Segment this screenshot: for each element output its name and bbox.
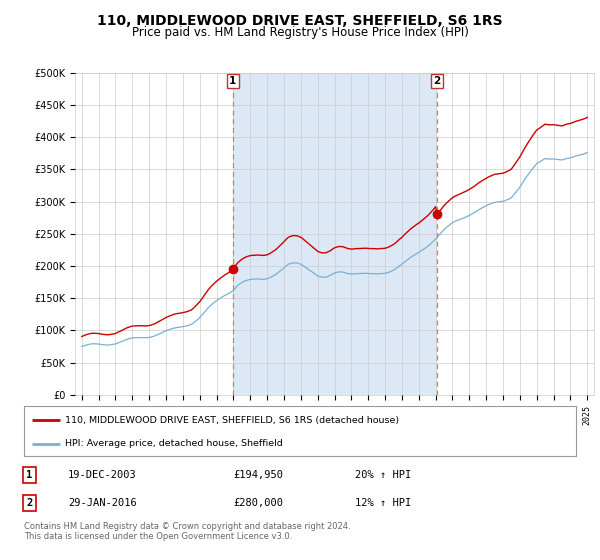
Text: £280,000: £280,000 [234,498,284,508]
Text: 29-JAN-2016: 29-JAN-2016 [68,498,137,508]
Text: 110, MIDDLEWOOD DRIVE EAST, SHEFFIELD, S6 1RS: 110, MIDDLEWOOD DRIVE EAST, SHEFFIELD, S… [97,14,503,28]
Bar [233,73,437,395]
Text: Contains HM Land Registry data © Crown copyright and database right 2024.
This d: Contains HM Land Registry data © Crown c… [24,522,350,542]
Text: 2: 2 [26,498,32,508]
Text: 2: 2 [433,76,440,86]
Text: 1: 1 [26,470,32,480]
Text: £194,950: £194,950 [234,470,284,480]
Text: HPI: Average price, detached house, Sheffield: HPI: Average price, detached house, Shef… [65,439,283,449]
Text: 110, MIDDLEWOOD DRIVE EAST, SHEFFIELD, S6 1RS (detached house): 110, MIDDLEWOOD DRIVE EAST, SHEFFIELD, S… [65,416,400,424]
Text: 20% ↑ HPI: 20% ↑ HPI [355,470,412,480]
Text: 12% ↑ HPI: 12% ↑ HPI [355,498,412,508]
Text: 19-DEC-2003: 19-DEC-2003 [68,470,137,480]
Text: Price paid vs. HM Land Registry's House Price Index (HPI): Price paid vs. HM Land Registry's House … [131,26,469,39]
Text: 1: 1 [229,76,236,86]
